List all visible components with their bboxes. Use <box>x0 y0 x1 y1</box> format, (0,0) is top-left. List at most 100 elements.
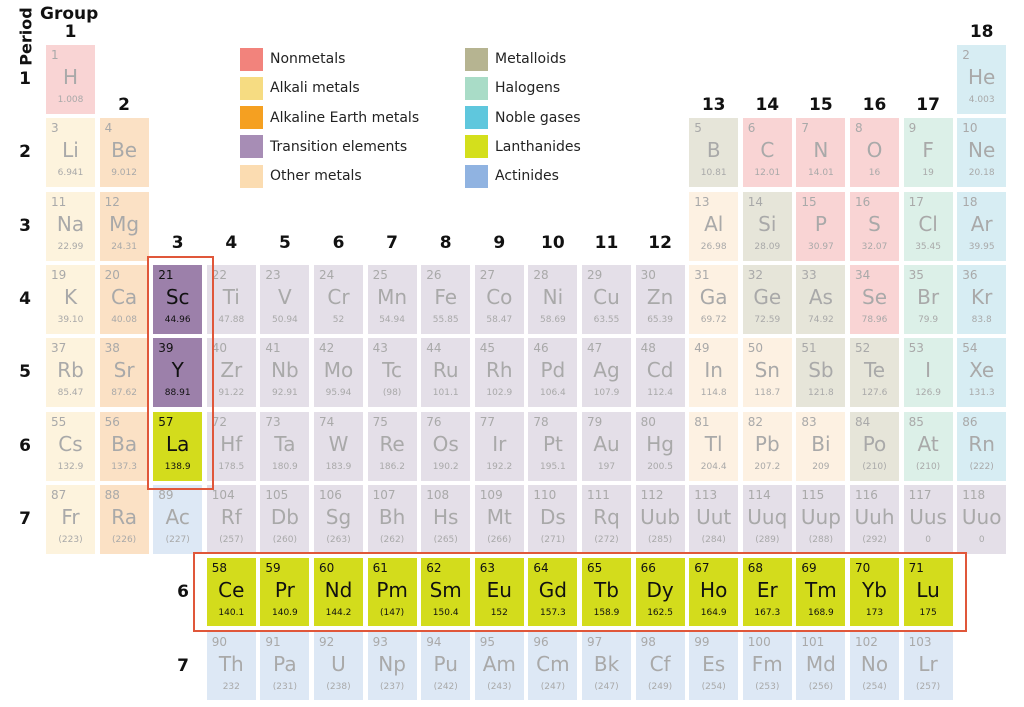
element-cell-Cm[interactable]: 96 Cm (247) <box>528 632 578 700</box>
element-cell-He[interactable]: 2 He 4.003 <box>957 45 1007 114</box>
element-cell-Rn[interactable]: 86 Rn (222) <box>957 411 1007 481</box>
element-cell-Uuq[interactable]: 114 Uuq (289) <box>742 484 792 554</box>
element-cell-Nb[interactable]: 41 Nb 92.91 <box>260 338 310 408</box>
element-cell-Fr[interactable]: 87 Fr (223) <box>46 484 95 554</box>
element-cell-B[interactable]: 5 B 10.81 <box>689 118 739 188</box>
element-cell-Am[interactable]: 95 Am (243) <box>474 632 524 700</box>
element-cell-Nd[interactable]: 60 Nd 144.2 <box>314 558 363 626</box>
element-cell-Y[interactable]: 39 Y 88.91 <box>153 338 203 408</box>
element-cell-Pr[interactable]: 59 Pr 140.9 <box>260 558 310 626</box>
element-cell-Lu[interactable]: 71 Lu 175 <box>903 558 953 626</box>
element-cell-Rh[interactable]: 45 Rh 102.9 <box>474 338 524 408</box>
element-cell-Bh[interactable]: 107 Bh (262) <box>367 484 417 554</box>
element-cell-Cf[interactable]: 98 Cf (249) <box>635 632 685 700</box>
element-cell-Md[interactable]: 101 Md (256) <box>796 632 846 700</box>
element-cell-I[interactable]: 53 I 126.9 <box>903 338 953 408</box>
element-cell-C[interactable]: 6 C 12.01 <box>742 118 792 188</box>
element-cell-Sg[interactable]: 106 Sg (263) <box>314 484 363 554</box>
element-cell-Ge[interactable]: 32 Ge 72.59 <box>742 264 792 334</box>
element-cell-Pm[interactable]: 61 Pm (147) <box>367 558 417 626</box>
element-cell-Th[interactable]: 90 Th 232 <box>206 632 256 700</box>
element-cell-Ac[interactable]: 89 Ac (227) <box>153 484 203 554</box>
element-cell-Sc[interactable]: 21 Sc 44.96 <box>153 264 203 334</box>
element-cell-Po[interactable]: 84 Po (210) <box>850 411 899 481</box>
element-cell-Ru[interactable]: 44 Ru 101.1 <box>421 338 471 408</box>
element-cell-Ba[interactable]: 56 Ba 137.3 <box>99 411 149 481</box>
element-cell-Ce[interactable]: 58 Ce 140.1 <box>206 558 256 626</box>
element-cell-As[interactable]: 33 As 74.92 <box>796 264 846 334</box>
element-cell-Yb[interactable]: 70 Yb 173 <box>850 558 899 626</box>
element-cell-Pb[interactable]: 82 Pb 207.2 <box>742 411 792 481</box>
element-cell-O[interactable]: 8 O 16 <box>850 118 899 188</box>
element-cell-Mo[interactable]: 42 Mo 95.94 <box>314 338 363 408</box>
element-cell-Sb[interactable]: 51 Sb 121.8 <box>796 338 846 408</box>
element-cell-In[interactable]: 49 In 114.8 <box>689 338 739 408</box>
element-cell-Tl[interactable]: 81 Tl 204.4 <box>689 411 739 481</box>
element-cell-Al[interactable]: 13 Al 26.98 <box>689 191 739 261</box>
element-cell-Cd[interactable]: 48 Cd 112.4 <box>635 338 685 408</box>
element-cell-Uup[interactable]: 115 Uup (288) <box>796 484 846 554</box>
element-cell-Ti[interactable]: 22 Ti 47.88 <box>206 264 256 334</box>
element-cell-Ds[interactable]: 110 Ds (271) <box>528 484 578 554</box>
element-cell-Zr[interactable]: 40 Zr 91.22 <box>206 338 256 408</box>
element-cell-Gd[interactable]: 64 Gd 157.3 <box>528 558 578 626</box>
element-cell-Cs[interactable]: 55 Cs 132.9 <box>46 411 95 481</box>
element-cell-Dy[interactable]: 66 Dy 162.5 <box>635 558 685 626</box>
element-cell-Li[interactable]: 3 Li 6.941 <box>46 118 95 188</box>
element-cell-At[interactable]: 85 At (210) <box>903 411 953 481</box>
element-cell-Bk[interactable]: 97 Bk (247) <box>582 632 631 700</box>
element-cell-Rf[interactable]: 104 Rf (257) <box>206 484 256 554</box>
element-cell-Cl[interactable]: 17 Cl 35.45 <box>903 191 953 261</box>
element-cell-Cu[interactable]: 29 Cu 63.55 <box>582 264 631 334</box>
element-cell-Sr[interactable]: 38 Sr 87.62 <box>99 338 149 408</box>
element-cell-Ar[interactable]: 18 Ar 39.95 <box>957 191 1007 261</box>
element-cell-K[interactable]: 19 K 39.10 <box>46 264 95 334</box>
element-cell-Fe[interactable]: 26 Fe 55.85 <box>421 264 471 334</box>
element-cell-Fm[interactable]: 100 Fm (253) <box>742 632 792 700</box>
element-cell-F[interactable]: 9 F 19 <box>903 118 953 188</box>
element-cell-Ga[interactable]: 31 Ga 69.72 <box>689 264 739 334</box>
element-cell-Hg[interactable]: 80 Hg 200.5 <box>635 411 685 481</box>
element-cell-Zn[interactable]: 30 Zn 65.39 <box>635 264 685 334</box>
element-cell-Se[interactable]: 34 Se 78.96 <box>850 264 899 334</box>
element-cell-Lr[interactable]: 103 Lr (257) <box>903 632 953 700</box>
element-cell-V[interactable]: 23 V 50.94 <box>260 264 310 334</box>
element-cell-Kr[interactable]: 36 Kr 83.8 <box>957 264 1007 334</box>
element-cell-Uub[interactable]: 112 Uub (285) <box>635 484 685 554</box>
element-cell-Sm[interactable]: 62 Sm 150.4 <box>421 558 471 626</box>
element-cell-Be[interactable]: 4 Be 9.012 <box>99 118 149 188</box>
element-cell-Pd[interactable]: 46 Pd 106.4 <box>528 338 578 408</box>
element-cell-Uus[interactable]: 117 Uus 0 <box>903 484 953 554</box>
element-cell-Hf[interactable]: 72 Hf 178.5 <box>206 411 256 481</box>
element-cell-Ca[interactable]: 20 Ca 40.08 <box>99 264 149 334</box>
element-cell-H[interactable]: 1 H 1.008 <box>46 45 95 114</box>
element-cell-U[interactable]: 92 U (238) <box>314 632 363 700</box>
element-cell-Er[interactable]: 68 Er 167.3 <box>742 558 792 626</box>
element-cell-Tb[interactable]: 65 Tb 158.9 <box>582 558 631 626</box>
element-cell-Na[interactable]: 11 Na 22.99 <box>46 191 95 261</box>
element-cell-Os[interactable]: 76 Os 190.2 <box>421 411 471 481</box>
element-cell-Np[interactable]: 93 Np (237) <box>367 632 417 700</box>
element-cell-Rq[interactable]: 111 Rq (272) <box>582 484 631 554</box>
element-cell-Co[interactable]: 27 Co 58.47 <box>474 264 524 334</box>
element-cell-Uut[interactable]: 113 Uut (284) <box>689 484 739 554</box>
element-cell-Uuo[interactable]: 118 Uuo 0 <box>957 484 1007 554</box>
element-cell-Mn[interactable]: 25 Mn 54.94 <box>367 264 417 334</box>
element-cell-Re[interactable]: 75 Re 186.2 <box>367 411 417 481</box>
element-cell-Es[interactable]: 99 Es (254) <box>689 632 739 700</box>
element-cell-Ag[interactable]: 47 Ag 107.9 <box>582 338 631 408</box>
element-cell-Ho[interactable]: 67 Ho 164.9 <box>689 558 739 626</box>
element-cell-Ne[interactable]: 10 Ne 20.18 <box>957 118 1007 188</box>
element-cell-Mg[interactable]: 12 Mg 24.31 <box>99 191 149 261</box>
element-cell-Db[interactable]: 105 Db (260) <box>260 484 310 554</box>
element-cell-Ra[interactable]: 88 Ra (226) <box>99 484 149 554</box>
element-cell-Br[interactable]: 35 Br 79.9 <box>903 264 953 334</box>
element-cell-Bi[interactable]: 83 Bi 209 <box>796 411 846 481</box>
element-cell-Eu[interactable]: 63 Eu 152 <box>474 558 524 626</box>
element-cell-Ni[interactable]: 28 Ni 58.69 <box>528 264 578 334</box>
element-cell-Hs[interactable]: 108 Hs (265) <box>421 484 471 554</box>
element-cell-Uuh[interactable]: 116 Uuh (292) <box>850 484 899 554</box>
element-cell-Mt[interactable]: 109 Mt (266) <box>474 484 524 554</box>
element-cell-Cr[interactable]: 24 Cr 52 <box>314 264 363 334</box>
element-cell-Te[interactable]: 52 Te 127.6 <box>850 338 899 408</box>
